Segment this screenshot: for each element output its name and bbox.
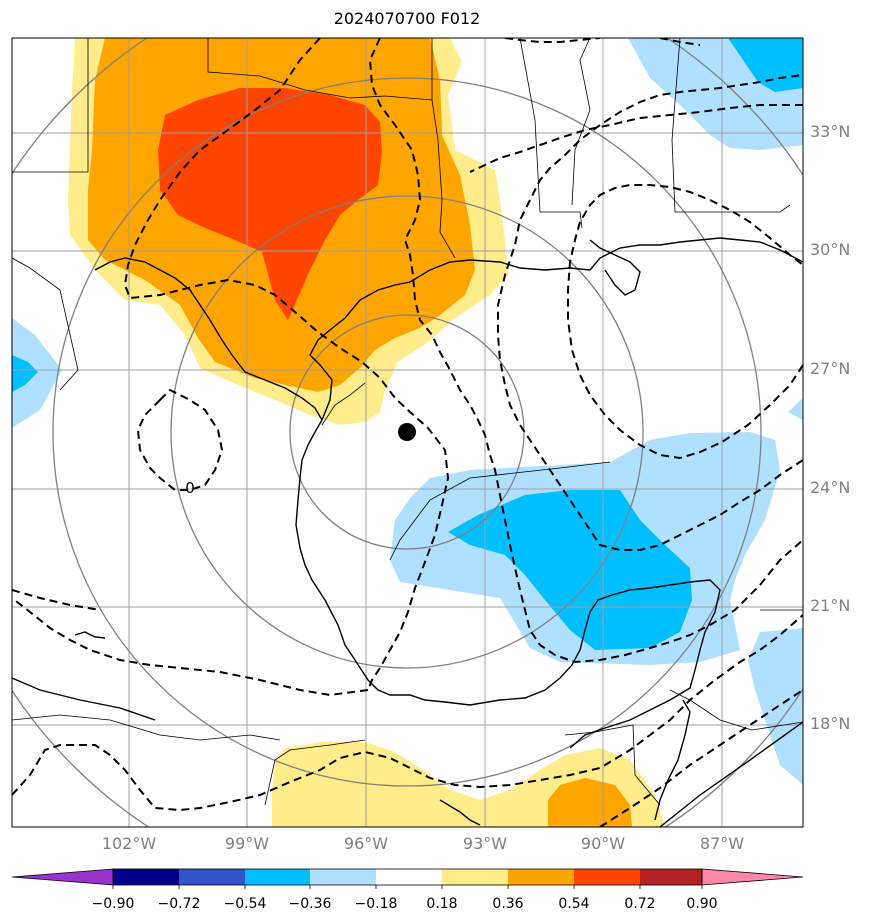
- lon-label-96w: 96°W: [343, 834, 389, 853]
- colorbar-tick-label: −0.18: [354, 896, 398, 912]
- colorbar-swatch: [245, 869, 310, 885]
- lat-label-27n: 27°N: [810, 359, 851, 378]
- lat-label-30n: 30°N: [810, 240, 851, 259]
- colorbar-tick-label: −0.54: [223, 896, 267, 912]
- lat-label-24n: 24°N: [810, 478, 851, 497]
- colorbar-tick-label: −0.36: [288, 896, 332, 912]
- coastline: [12, 237, 803, 827]
- map-frame: [11, 37, 804, 828]
- lat-label-18n: 18°N: [810, 714, 851, 733]
- lon-label-90w: 90°W: [580, 834, 626, 853]
- colorbar-tick-label: −0.90: [91, 896, 135, 912]
- colorbar-swatch: [376, 869, 442, 885]
- positive-fill-0.54: [158, 88, 382, 320]
- colorbar-swatch: [442, 869, 508, 885]
- colorbar: [11, 868, 804, 889]
- dashed-contours: [12, 38, 803, 827]
- colorbar-swatch: [179, 869, 245, 885]
- negative-fill-0.36: [12, 38, 803, 650]
- colorbar-tick-label: 0.36: [492, 896, 524, 912]
- political-borders: [12, 38, 803, 806]
- lat-label-21n: 21°N: [810, 596, 851, 615]
- storm-center-marker: [398, 423, 416, 441]
- lon-label-99w: 99°W: [224, 834, 270, 853]
- colorbar-tick-label: 0.72: [624, 896, 656, 912]
- lon-label-87w: 87°W: [699, 834, 745, 853]
- contour-label: 0: [185, 479, 195, 497]
- colorbar-swatch: [640, 869, 702, 885]
- colorbar-swatch: [310, 869, 376, 885]
- map-title: 2024070700 F012: [333, 9, 481, 28]
- lon-label-93w: 93°W: [462, 834, 508, 853]
- colorbar-swatch: [574, 869, 640, 885]
- lon-label-102w: 102°W: [101, 834, 157, 853]
- colorbar-tick-label: −0.72: [157, 896, 201, 912]
- colorbar-tick-label: 0.18: [426, 896, 458, 912]
- lat-label-33n: 33°N: [810, 122, 851, 141]
- colorbar-tick-label: 0.90: [686, 896, 718, 912]
- colorbar-swatch: [508, 869, 574, 885]
- graticule: [12, 38, 803, 827]
- colorbar-tick-label: 0.54: [558, 896, 590, 912]
- colorbar-swatch: [113, 869, 179, 885]
